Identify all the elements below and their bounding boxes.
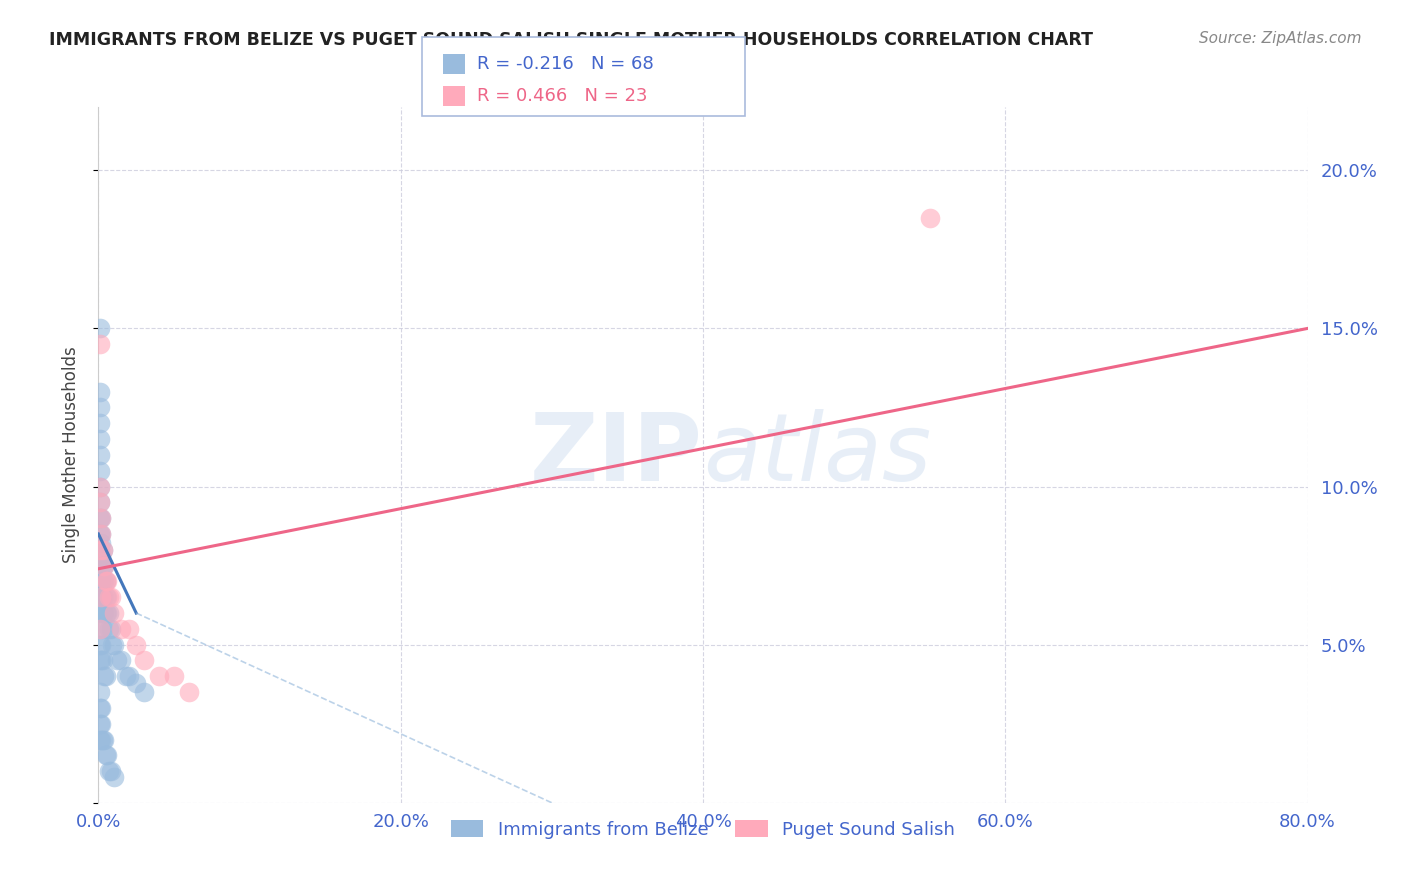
Point <box>93 591 115 605</box>
Text: IMMIGRANTS FROM BELIZE VS PUGET SOUND SALISH SINGLE MOTHER HOUSEHOLDS CORRELATIO: IMMIGRANTS FROM BELIZE VS PUGET SOUND SA… <box>49 31 1094 49</box>
Point <box>103 638 125 652</box>
Point <box>90 511 112 525</box>
Point <box>91 622 114 636</box>
Point <box>148 669 170 683</box>
Point <box>96 748 118 763</box>
Point <box>101 638 124 652</box>
Point <box>89 495 111 509</box>
Point <box>132 653 155 667</box>
Y-axis label: Single Mother Households: Single Mother Households <box>62 347 80 563</box>
Point <box>90 653 112 667</box>
Point <box>94 748 117 763</box>
Point <box>100 622 122 636</box>
Point <box>90 606 112 620</box>
Point <box>98 764 121 779</box>
Point <box>90 591 112 605</box>
Point <box>110 622 132 636</box>
Point <box>90 638 112 652</box>
Text: atlas: atlas <box>703 409 931 500</box>
Point <box>90 549 112 563</box>
Point <box>89 638 111 652</box>
Point <box>89 448 111 462</box>
Point <box>91 606 114 620</box>
Point <box>90 574 112 589</box>
Point <box>89 716 111 731</box>
Point <box>90 701 112 715</box>
Legend: Immigrants from Belize, Puget Sound Salish: Immigrants from Belize, Puget Sound Sali… <box>443 813 963 846</box>
Point <box>89 464 111 478</box>
Point <box>89 542 111 557</box>
Point <box>132 685 155 699</box>
Point <box>89 321 111 335</box>
Point <box>103 771 125 785</box>
Point <box>93 558 115 573</box>
Point <box>91 574 114 589</box>
Point <box>96 591 118 605</box>
Point <box>89 685 111 699</box>
Point <box>89 701 111 715</box>
Point <box>93 606 115 620</box>
Point <box>89 417 111 431</box>
Text: R = -0.216   N = 68: R = -0.216 N = 68 <box>477 55 654 73</box>
Point <box>91 542 114 557</box>
Point <box>96 606 118 620</box>
Point <box>94 591 117 605</box>
Point <box>118 622 141 636</box>
Point <box>918 211 941 225</box>
Point <box>91 542 114 557</box>
Point <box>100 591 122 605</box>
Point <box>163 669 186 683</box>
Point <box>90 591 112 605</box>
Point <box>98 622 121 636</box>
Point <box>90 527 112 541</box>
Point <box>179 685 201 699</box>
Point <box>91 653 114 667</box>
Point <box>89 432 111 446</box>
Point <box>125 638 148 652</box>
Point <box>89 479 111 493</box>
Point <box>89 653 111 667</box>
Point <box>93 732 115 747</box>
Point <box>90 511 112 525</box>
Point <box>90 716 112 731</box>
Text: Source: ZipAtlas.com: Source: ZipAtlas.com <box>1198 31 1361 46</box>
Point <box>93 669 115 683</box>
Point <box>105 653 128 667</box>
Point <box>125 675 148 690</box>
Point <box>89 511 111 525</box>
Point <box>91 732 114 747</box>
Point <box>100 764 122 779</box>
Point <box>89 401 111 415</box>
Point <box>89 622 111 636</box>
Point <box>89 495 111 509</box>
Point <box>94 606 117 620</box>
Point <box>110 653 132 667</box>
Point <box>94 574 117 589</box>
Point <box>103 606 125 620</box>
Point <box>114 669 136 683</box>
Point <box>90 536 112 550</box>
Point <box>98 591 121 605</box>
Point <box>89 542 111 557</box>
Point <box>91 591 114 605</box>
Point <box>89 622 111 636</box>
Point <box>90 558 112 573</box>
Point <box>118 669 141 683</box>
Point <box>89 337 111 351</box>
Point <box>96 574 118 589</box>
Point <box>93 574 115 589</box>
Point <box>89 527 111 541</box>
Point <box>89 732 111 747</box>
Point <box>93 558 115 573</box>
Point <box>94 574 117 589</box>
Text: ZIP: ZIP <box>530 409 703 501</box>
Point <box>94 669 117 683</box>
Point <box>90 527 112 541</box>
Point <box>91 558 114 573</box>
Point <box>89 479 111 493</box>
Text: R = 0.466   N = 23: R = 0.466 N = 23 <box>477 87 647 105</box>
Point <box>89 384 111 399</box>
Point <box>90 732 112 747</box>
Point <box>98 606 121 620</box>
